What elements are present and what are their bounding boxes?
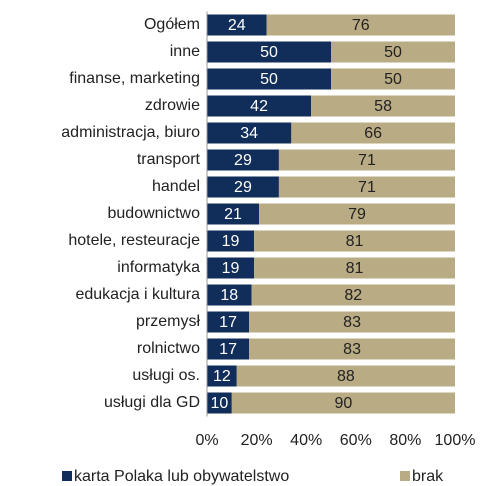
bar-segment xyxy=(249,311,455,333)
bar-segment xyxy=(291,122,455,144)
y-tick-label: budownictwo xyxy=(108,205,201,222)
y-tick-label: Ogółem xyxy=(144,16,200,33)
x-tick-label: 40% xyxy=(290,432,322,449)
data-label: 17 xyxy=(219,314,237,331)
y-tick-label: rolnictwo xyxy=(137,340,200,357)
bar-segment xyxy=(207,257,255,279)
legend-label: brak xyxy=(412,468,444,485)
data-label: 29 xyxy=(234,152,252,169)
data-label: 83 xyxy=(343,314,361,331)
y-tick-label: zdrowie xyxy=(145,97,200,114)
data-label: 50 xyxy=(260,44,278,61)
x-tick-label: 80% xyxy=(389,432,421,449)
bar-segment xyxy=(207,230,255,252)
data-label: 82 xyxy=(344,287,362,304)
bar-segment xyxy=(207,149,279,171)
x-tick-label: 100% xyxy=(435,432,476,449)
data-label: 24 xyxy=(228,17,246,34)
bar-segment xyxy=(249,338,455,360)
data-label: 83 xyxy=(343,341,361,358)
bar-segment xyxy=(207,284,252,306)
bar-segment xyxy=(236,365,455,387)
y-tick-label: inne xyxy=(170,43,200,60)
bar-segment xyxy=(278,149,455,171)
data-label: 19 xyxy=(222,260,240,277)
bar-segment xyxy=(207,95,312,117)
legend-swatch xyxy=(400,471,410,481)
data-label: 21 xyxy=(224,206,242,223)
y-tick-label: usługi dla GD xyxy=(104,394,200,411)
bar-segment xyxy=(331,41,455,63)
x-tick-label: 0% xyxy=(195,432,218,449)
data-label: 88 xyxy=(337,368,355,385)
bar-segment xyxy=(207,68,331,90)
data-label: 50 xyxy=(384,71,402,88)
bar-segment xyxy=(207,14,267,36)
bar-segment xyxy=(207,311,250,333)
y-tick-label: finanse, marketing xyxy=(69,70,200,87)
bar-segment xyxy=(207,203,260,225)
legend-swatch xyxy=(62,471,72,481)
y-tick-label: handel xyxy=(152,178,200,195)
bar-segment xyxy=(266,14,455,36)
y-tick-label: przemysł xyxy=(136,313,200,330)
bar-segment xyxy=(311,95,455,117)
data-label: 81 xyxy=(346,260,364,277)
data-label: 10 xyxy=(211,395,229,412)
y-tick-label: edukacja i kultura xyxy=(75,286,200,303)
data-label: 12 xyxy=(213,368,231,385)
bar-segment xyxy=(278,176,455,198)
data-label: 79 xyxy=(348,206,366,223)
bar-segment xyxy=(259,203,455,225)
y-tick-label: administracja, biuro xyxy=(61,124,200,141)
data-label: 19 xyxy=(222,233,240,250)
legend-label: karta Polaka lub obywatelstwo xyxy=(74,468,289,485)
data-label: 34 xyxy=(240,125,258,142)
data-label: 71 xyxy=(358,179,376,196)
bar-segment xyxy=(251,284,455,306)
data-label: 18 xyxy=(220,287,238,304)
bar-segment xyxy=(207,41,331,63)
data-label: 76 xyxy=(352,17,370,34)
bar-segment xyxy=(254,257,455,279)
bar-segment xyxy=(207,392,232,414)
data-label: 90 xyxy=(335,395,353,412)
data-label: 71 xyxy=(358,152,376,169)
bar-segment xyxy=(207,338,250,360)
bar-segment xyxy=(231,392,455,414)
bar-segment xyxy=(207,365,237,387)
x-tick-label: 20% xyxy=(241,432,273,449)
y-tick-label: hotele, resteuracje xyxy=(68,232,200,249)
data-label: 58 xyxy=(374,98,392,115)
y-tick-label: informatyka xyxy=(117,259,200,276)
data-label: 17 xyxy=(219,341,237,358)
data-label: 50 xyxy=(260,71,278,88)
x-tick-label: 60% xyxy=(340,432,372,449)
bar-segment xyxy=(254,230,455,252)
y-tick-label: usługi os. xyxy=(132,367,200,384)
data-label: 81 xyxy=(346,233,364,250)
y-tick-label: transport xyxy=(137,151,201,168)
bar-segment xyxy=(331,68,455,90)
data-label: 29 xyxy=(234,179,252,196)
data-label: 42 xyxy=(250,98,268,115)
data-label: 66 xyxy=(364,125,382,142)
bar-segment xyxy=(207,122,292,144)
data-label: 50 xyxy=(384,44,402,61)
bar-segment xyxy=(207,176,279,198)
